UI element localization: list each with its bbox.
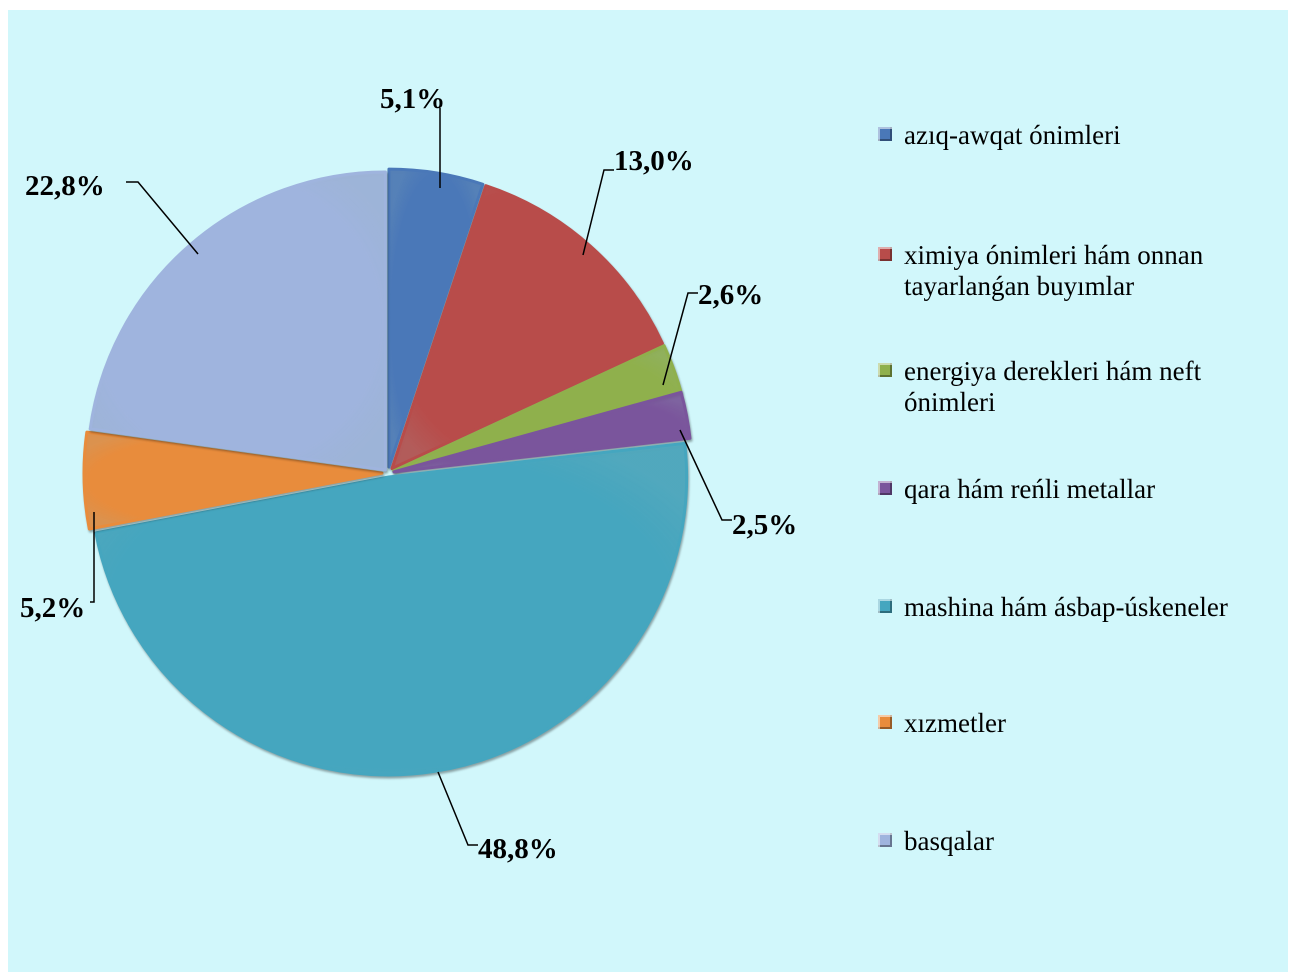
legend-swatch-icon bbox=[878, 363, 892, 377]
legend-item-xizmetler: xızmetler bbox=[878, 708, 1288, 739]
legend-item-azik-awqat: azıq-awqat ónimleri bbox=[878, 120, 1288, 151]
slice-ximiya bbox=[390, 184, 664, 471]
slice-metallar bbox=[392, 390, 692, 474]
label-metallar: 2,5% bbox=[732, 509, 797, 541]
label-basqalar: 22,8% bbox=[25, 170, 105, 202]
leader-line bbox=[90, 512, 95, 603]
leader-line bbox=[582, 169, 614, 256]
legend-swatch-icon bbox=[878, 127, 892, 141]
label-ximiya: 13,0% bbox=[614, 145, 694, 177]
legend-label: xızmetler bbox=[904, 708, 1006, 738]
legend-swatch-icon bbox=[878, 833, 892, 847]
chart-area: 5,1% 13,0% 2,6% 2,5% 48,8% 5,2% 22,8% azıq-awq… bbox=[8, 10, 1288, 972]
pie-chart: 5,1% 13,0% 2,6% 2,5% 48,8% 5,2% 22,8% bbox=[20, 83, 797, 865]
leader-line bbox=[662, 292, 698, 386]
legend-item-energiya: energiya derekleri hám neft ónimleri bbox=[878, 356, 1288, 418]
legend-swatch-icon bbox=[878, 481, 892, 495]
slice-xizmetler bbox=[82, 430, 384, 531]
slice-basqalar bbox=[88, 170, 387, 472]
legend-label: azıq-awqat ónimleri bbox=[904, 120, 1121, 150]
legend-label: qara hám reńli metallar bbox=[904, 474, 1156, 504]
legend-item-basqalar: basqalar bbox=[878, 826, 1288, 857]
legend-label: basqalar bbox=[904, 826, 994, 856]
legend-swatch-icon bbox=[878, 599, 892, 613]
legend-item-metallar: qara hám reńli metallar bbox=[878, 474, 1288, 505]
leader-line bbox=[437, 771, 478, 846]
legend-item-ximiya: ximiya ónimleri hám onnan tayarlanǵan bu… bbox=[878, 240, 1288, 302]
legend-label: energiya derekleri hám neft ónimleri bbox=[904, 356, 1202, 417]
legend-label: ximiya ónimleri hám onnan tayarlanǵan bu… bbox=[904, 240, 1204, 301]
legend-swatch-icon bbox=[878, 715, 892, 729]
legend-swatch-icon bbox=[878, 247, 892, 261]
legend-item-mashina: mashina hám ásbap-úskeneler bbox=[878, 592, 1288, 623]
label-mashina: 48,8% bbox=[478, 833, 558, 865]
slice-azik-awqat bbox=[387, 167, 485, 469]
label-xizmetler: 5,2% bbox=[20, 592, 85, 624]
label-energiya: 2,6% bbox=[698, 279, 763, 311]
leader-line bbox=[126, 181, 199, 255]
slice-mashina bbox=[94, 441, 689, 777]
label-azik-awqat: 5,1% bbox=[380, 83, 445, 115]
leader-line bbox=[679, 429, 732, 521]
legend-label: mashina hám ásbap-úskeneler bbox=[904, 592, 1228, 622]
